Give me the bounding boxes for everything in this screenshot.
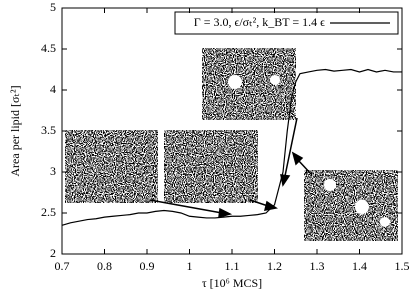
legend-label: Γ = 3.0, ϵ/σₜ², k_BT = 1.4 ϵ [194, 15, 325, 29]
x-tick-label: 0.9 [140, 259, 155, 273]
x-tick-label: 1.1 [225, 259, 240, 273]
x-tick-label: 0.8 [97, 259, 112, 273]
y-tick-label: 5 [50, 0, 56, 14]
inset-domain [380, 217, 390, 227]
inset-domain [270, 75, 280, 85]
arrows [149, 117, 313, 219]
y-tick-label: 2.5 [41, 205, 56, 219]
x-tick-label: 0.7 [55, 259, 70, 273]
y-tick-label: 2 [50, 246, 56, 260]
data-line [61, 68, 402, 226]
arrow [249, 199, 269, 207]
arrow [284, 117, 298, 177]
x-tick-label: 1.3 [310, 259, 325, 273]
legend [174, 11, 399, 35]
arrow [297, 159, 313, 176]
y-tick-label: 3.5 [41, 123, 56, 137]
x-tick-label: 1 [187, 259, 193, 273]
inset-image [304, 170, 398, 241]
inset-domain [324, 179, 336, 191]
y-axis-label: Area per lipid [σₜ²] [8, 85, 22, 176]
arrow [149, 199, 223, 214]
x-axis-label: τ [10⁶ MCS] [202, 276, 262, 290]
inset-domain [228, 75, 242, 89]
arrow-head [218, 207, 233, 219]
arrow-head [280, 174, 291, 187]
inset-image [202, 48, 296, 120]
arrow-head [291, 151, 304, 166]
y-tick-label: 4 [50, 82, 56, 96]
inset-domain [355, 200, 369, 214]
x-tick-label: 1.4 [352, 259, 367, 273]
inset-image [65, 130, 158, 203]
x-tick-label: 1.5 [395, 259, 410, 273]
y-tick-label: 3 [50, 164, 56, 178]
y-tick-label: 4.5 [41, 41, 56, 55]
inset-image [164, 130, 258, 203]
insets [65, 48, 398, 241]
x-tick-label: 1.2 [267, 259, 282, 273]
